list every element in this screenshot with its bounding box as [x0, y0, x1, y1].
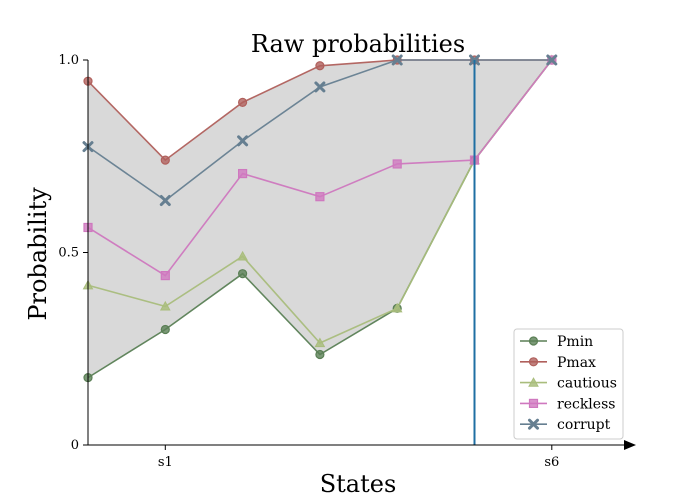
legend-box: [513, 328, 624, 440]
y-tick-label: 0: [71, 438, 79, 453]
y-axis-title: Probability: [24, 187, 52, 321]
legend-label: reckless: [557, 396, 615, 412]
data-point: [237, 135, 249, 147]
axes: 0 0.5 1.0 s1 s6: [58, 53, 636, 470]
data-point: [238, 168, 248, 179]
data-point: [160, 271, 170, 281]
chart-title: Raw probabilities: [251, 30, 465, 58]
legend-marker: [528, 336, 539, 346]
data-point: [160, 155, 170, 165]
data-point: [314, 81, 326, 93]
data-point: [159, 300, 171, 311]
legend-label: cautious: [557, 376, 617, 392]
legend-label: corrupt: [557, 417, 611, 433]
data-point: [237, 250, 248, 261]
y-tick-label: 1.0: [58, 53, 79, 68]
data-point: [546, 54, 558, 66]
legend-item-corrupt: corrupt: [520, 417, 611, 433]
legend-label: Pmin: [557, 334, 593, 350]
data-point: [238, 97, 248, 107]
legend-item-cautious: cautious: [520, 376, 617, 392]
data-point: [238, 269, 248, 279]
data-point: [315, 61, 325, 71]
data-point: [315, 192, 325, 202]
ticks: 0 0.5 1.0 s1 s6: [58, 53, 559, 470]
x-axis-arrowhead: [624, 440, 636, 450]
legend-label: Pmax: [557, 355, 596, 371]
data-point: [391, 54, 403, 66]
data-point: [391, 302, 403, 313]
plot-area: [82, 54, 558, 445]
legend-item-Pmin: Pmin: [520, 334, 593, 350]
legend-marker: [528, 377, 539, 387]
legend-item-Pmax: Pmax: [520, 355, 596, 371]
data-point: [314, 337, 326, 348]
legend-marker: [528, 398, 539, 408]
x-axis-title: States: [320, 470, 397, 498]
legend-marker: [528, 418, 539, 430]
legend-marker: [528, 357, 539, 367]
data-point: [392, 159, 402, 169]
x-tick-label: s6: [544, 455, 559, 470]
legend: Pmin Pmax cautious reckless corrupt: [513, 328, 624, 440]
data-point: [315, 349, 325, 360]
x-tick-label: s1: [158, 455, 173, 470]
legend-items: Pmin Pmax cautious reckless corrupt: [520, 334, 617, 433]
y-tick-label: 0.5: [58, 246, 79, 261]
data-point: [160, 324, 170, 335]
data-point: [159, 195, 171, 207]
shaded-region: [88, 60, 552, 378]
legend-item-reckless: reckless: [520, 396, 615, 412]
